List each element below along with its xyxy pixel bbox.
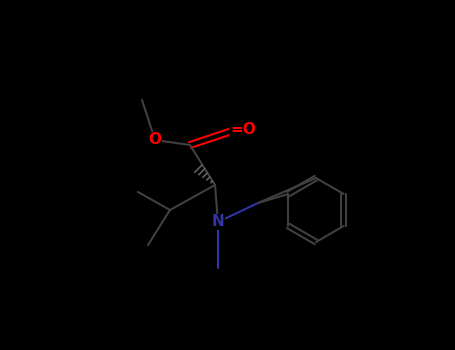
- Text: =O: =O: [230, 122, 256, 138]
- Text: O: O: [148, 133, 162, 147]
- Text: N: N: [212, 215, 224, 230]
